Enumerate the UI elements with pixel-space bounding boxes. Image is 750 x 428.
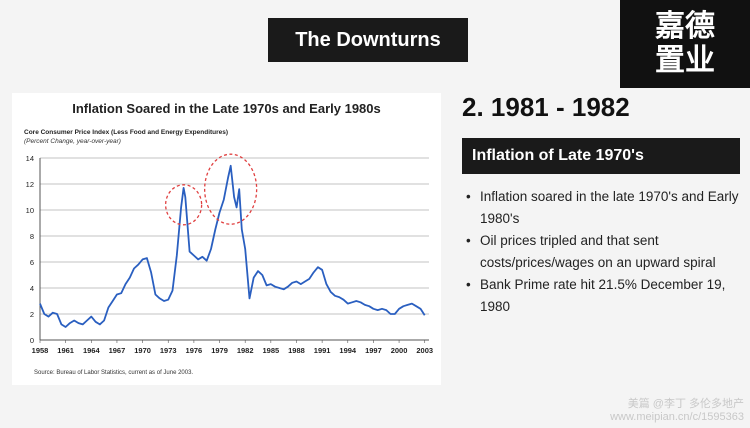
y-tick-label: 8: [30, 232, 34, 241]
peak-highlight-circle: [204, 153, 258, 225]
slide-title: The Downturns: [268, 18, 468, 62]
chart-source: Source: Bureau of Labor Statistics, curr…: [34, 370, 194, 376]
bullet-item: Bank Prime rate hit 21.5% December 19, 1…: [466, 274, 746, 318]
y-tick-label: 10: [26, 206, 34, 215]
x-tick-label: 1958: [32, 346, 49, 355]
x-tick-label: 1988: [288, 346, 305, 355]
y-tick-label: 2: [30, 310, 34, 319]
inflation-line-chart: 0 2 4 6 8 10 12 14 1958 1961 1964 1967 1970 1973 1976 1…: [26, 153, 433, 355]
x-tick-label: 1979: [211, 346, 228, 355]
x-tick-label: 1994: [339, 346, 357, 355]
x-tick-label: 1991: [314, 346, 331, 355]
series-line: [39, 164, 426, 328]
y-tick-label: 6: [30, 258, 34, 267]
x-tick-label: 1985: [262, 346, 279, 355]
section-heading: 2. 1981 - 1982: [462, 92, 630, 122]
watermark: 美篇 @李丁 多伦多地产 www.meipian.cn/c/1595363: [610, 398, 744, 424]
section-subtitle: Inflation of Late 1970's: [462, 138, 740, 174]
x-tick-label: 1961: [57, 346, 74, 355]
logo-line-2: 置业: [655, 43, 715, 78]
y-tick-label: 4: [30, 284, 34, 293]
bullet-list: Inflation soared in the late 1970's and …: [466, 186, 746, 318]
x-tick-label: 1970: [134, 346, 151, 355]
y-tick-label: 14: [26, 154, 34, 163]
brand-logo: 嘉德 置业: [620, 0, 750, 88]
bullet-item: Inflation soared in the late 1970's and …: [466, 186, 746, 230]
watermark-line-1: 美篇 @李丁 多伦多地产: [627, 398, 744, 410]
x-tick-label: 1997: [365, 346, 382, 355]
chart-subtitle-units: (Percent Change, year-over-year): [24, 138, 121, 145]
logo-line-1: 嘉德: [655, 9, 715, 44]
peak-highlight-circle: [164, 184, 203, 226]
watermark-line-2: www.meipian.cn/c/1595363: [610, 411, 744, 423]
x-tick-label: 1976: [186, 346, 203, 355]
bullet-item: Oil prices tripled and that sent costs/p…: [466, 230, 746, 274]
chart-title: Inflation Soared in the Late 1970s and E…: [72, 101, 381, 116]
chart-subtitle: Core Consumer Price Index (Less Food and…: [24, 129, 229, 136]
x-tick-label: 1964: [83, 346, 101, 355]
x-tick-label: 1967: [109, 346, 126, 355]
x-tick-label: 2003: [416, 346, 433, 355]
x-tick-label: 2000: [391, 346, 408, 355]
x-tick-label: 1973: [160, 346, 177, 355]
y-tick-label: 12: [26, 180, 34, 189]
y-tick-label: 0: [30, 336, 34, 345]
chart-panel: Inflation Soared in the Late 1970s and E…: [12, 93, 441, 385]
x-tick-label: 1982: [237, 346, 254, 355]
